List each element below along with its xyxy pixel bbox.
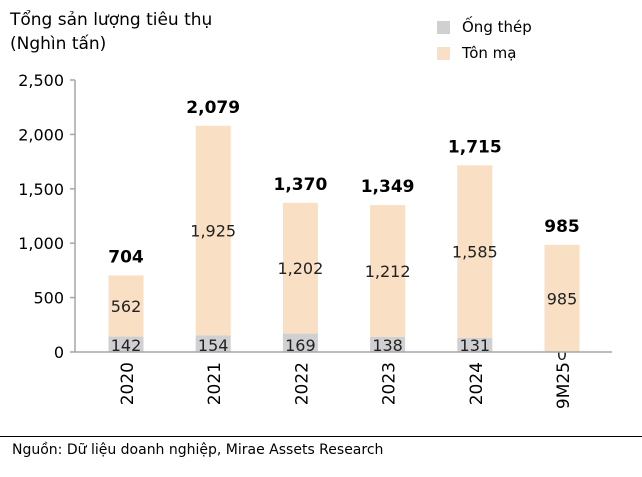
bar-segment-ton-ma	[108, 275, 144, 337]
bar-segment-ong-thep	[282, 333, 318, 352]
bar-segment-ong-thep	[108, 336, 144, 352]
y-tick-label: 1,000	[18, 234, 64, 253]
chart-title: Tổng sản lượng tiêu thụ (Nghìn tấn)	[10, 8, 212, 56]
chart-title-line-1: Tổng sản lượng tiêu thụ	[10, 10, 213, 30]
data-label-ton-ma: 1,202	[277, 259, 323, 278]
data-label-ong-thep: 138	[372, 336, 403, 355]
legend-label-ton-ma: Tôn mạ	[462, 44, 517, 62]
total-label: 1,349	[361, 177, 415, 197]
data-label-ton-ma: 562	[111, 297, 142, 316]
y-tick-label: 2,500	[18, 71, 64, 90]
bar-segment-ong-thep	[457, 337, 493, 352]
data-label-ton-ma: 985	[547, 289, 578, 308]
y-tick-label: 2,000	[18, 125, 64, 144]
chart-title-line-2: (Nghìn tấn)	[10, 34, 107, 54]
legend: Ống thép Tôn mạ	[437, 14, 532, 66]
y-tick-label: 0	[54, 343, 64, 362]
x-tick-label: 9M25	[554, 362, 574, 409]
legend-label-ong-thep: Ống thép	[462, 18, 532, 36]
source-divider	[0, 436, 642, 437]
x-tick-label: 2020	[118, 362, 138, 405]
total-label: 985	[544, 217, 580, 237]
legend-item-ong-thep: Ống thép	[437, 14, 532, 40]
total-label: 1,715	[448, 137, 502, 157]
data-label-ong-thep: 0	[557, 345, 567, 364]
x-tick-label: 2023	[380, 362, 400, 405]
x-tick-label: 2024	[467, 362, 487, 405]
x-tick-label: 2021	[205, 362, 225, 405]
data-label-ong-thep: 154	[198, 336, 229, 355]
legend-item-ton-ma: Tôn mạ	[437, 40, 532, 66]
y-tick-label: 500	[33, 289, 64, 308]
legend-swatch-ton-ma	[437, 46, 450, 60]
x-tick-label: 2022	[292, 362, 312, 405]
bar-segment-ton-ma	[457, 165, 493, 338]
data-label-ong-thep: 131	[460, 336, 491, 355]
data-label-ton-ma: 1,925	[190, 222, 236, 241]
total-label: 704	[108, 247, 144, 267]
data-label-ong-thep: 142	[111, 336, 142, 355]
data-label-ong-thep: 169	[285, 336, 316, 355]
bar-segment-ton-ma	[544, 244, 580, 352]
bar-segment-ton-ma	[370, 205, 406, 337]
bar-segment-ton-ma	[282, 202, 318, 334]
y-tick-label: 1,500	[18, 180, 64, 199]
data-label-ton-ma: 1,212	[365, 262, 411, 281]
bar-segment-ong-thep	[370, 336, 406, 352]
source-note: Nguồn: Dữ liệu doanh nghiệp, Mirae Asset…	[12, 442, 384, 458]
total-label: 2,079	[186, 98, 240, 118]
bar-segment-ong-thep	[195, 335, 231, 352]
data-label-ton-ma: 1,585	[452, 243, 498, 262]
bar-segment-ton-ma	[195, 125, 231, 336]
total-label: 1,370	[274, 175, 328, 195]
legend-swatch-ong-thep	[437, 20, 450, 34]
